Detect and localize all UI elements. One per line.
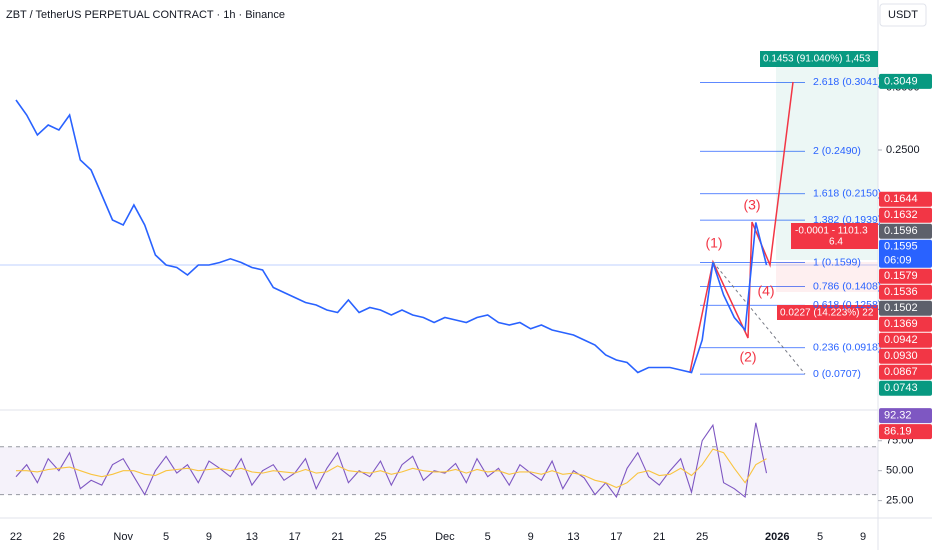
currency-button[interactable] xyxy=(879,3,927,27)
price-tag xyxy=(879,191,932,207)
series-line xyxy=(15,99,768,374)
y-tick-label: 25.00 xyxy=(886,495,914,507)
fib-label: 0.236 (0.0918) xyxy=(813,342,881,354)
x-tick-label: 13 xyxy=(246,531,258,543)
price-tag xyxy=(879,316,932,332)
loss-zone xyxy=(776,262,878,292)
price-tag-label: 0.0942 xyxy=(884,334,918,346)
entry-label: -0.0001 - 1101.3 xyxy=(795,226,868,237)
price-tag-label: 0.1502 xyxy=(884,302,918,314)
chart-title: ZBT / TetherUS PERPETUAL CONTRACT · 1h ·… xyxy=(6,9,285,21)
x-tick-label: 5 xyxy=(163,531,169,543)
price-tag-label: 0.0930 xyxy=(884,350,918,362)
x-tick-label: 21 xyxy=(332,531,344,543)
wave-label: (4) xyxy=(757,283,774,299)
fib-label: 1 (0.1599) xyxy=(813,256,861,268)
target-label: 0.1453 (91.040%) 1,453 xyxy=(763,54,871,65)
price-tag-label: 0.1595 xyxy=(884,241,918,253)
x-tick-label: 25 xyxy=(696,531,708,543)
price-tag-label: 0.1596 xyxy=(884,225,918,237)
price-tag xyxy=(879,332,932,348)
price-tag-label: 0.3049 xyxy=(884,75,918,87)
x-tick-label: 5 xyxy=(485,531,491,543)
price-tag xyxy=(879,73,932,89)
price-tag-label: 0.1536 xyxy=(884,286,918,298)
price-tag-label: 0.1579 xyxy=(884,270,918,282)
x-tick-label: 9 xyxy=(528,531,534,543)
x-tick-label: 22 xyxy=(10,531,22,543)
x-tick-label: 2026 xyxy=(765,531,789,543)
x-tick-label: Nov xyxy=(113,531,133,543)
price-tag-label: 0.1644 xyxy=(884,193,918,205)
x-tick-label: 9 xyxy=(860,531,866,543)
series-line xyxy=(15,422,768,499)
fib-label: 1.618 (0.2150) xyxy=(813,188,881,200)
x-tick-label: 13 xyxy=(567,531,579,543)
price-tag xyxy=(879,380,932,396)
entry-box xyxy=(791,223,878,249)
wave-label: (3) xyxy=(743,197,760,213)
y-tick-label: 0.2500 xyxy=(886,144,920,156)
x-tick-label: 26 xyxy=(53,531,65,543)
x-tick-label: 21 xyxy=(653,531,665,543)
currency[interactable]: USDT xyxy=(888,9,918,21)
target-box xyxy=(760,51,878,67)
fib-label: 2 (0.2490) xyxy=(813,145,861,157)
price-tag xyxy=(879,364,932,380)
wave-label: (1) xyxy=(705,235,722,251)
entry-label: 6.4 xyxy=(829,237,843,248)
series-line xyxy=(16,448,767,489)
price-tag xyxy=(879,300,932,316)
fib-label: 2.618 (0.3041) xyxy=(813,76,881,88)
x-tick-label: Dec xyxy=(435,531,455,543)
price-tag xyxy=(879,207,932,223)
fib-label: 0.786 (0.1408) xyxy=(813,280,881,292)
price-tag xyxy=(879,408,932,424)
x-tick-label: 5 xyxy=(817,531,823,543)
price-tag xyxy=(879,268,932,284)
price-tag xyxy=(879,348,932,364)
stop-label: 0.0227 (14.223%) 22 xyxy=(780,308,874,319)
fib-label: 1.382 (0.1939) xyxy=(813,214,881,226)
x-tick-label: 17 xyxy=(610,531,622,543)
price-tag xyxy=(879,424,932,440)
price-tag xyxy=(879,284,932,300)
price-tag-label: 0.0743 xyxy=(884,382,918,394)
x-tick-label: 9 xyxy=(206,531,212,543)
price-tag-label: 0.1369 xyxy=(884,318,918,330)
stop-box xyxy=(777,305,878,320)
wave-label: (2) xyxy=(739,349,756,365)
price-tag xyxy=(879,239,932,268)
price-tag-label: 86.19 xyxy=(884,426,912,438)
price-tag-label: 92.32 xyxy=(884,410,912,422)
fib-label: 0 (0.0707) xyxy=(813,368,861,380)
price-tag-sublabel: 06:09 xyxy=(884,255,912,267)
x-tick-label: 17 xyxy=(289,531,301,543)
y-tick-label: 50.00 xyxy=(886,465,914,477)
price-tag-label: 0.0867 xyxy=(884,366,918,378)
x-tick-label: 25 xyxy=(374,531,386,543)
price-tag xyxy=(879,223,932,239)
channel-line xyxy=(712,261,806,375)
price-tag-label: 0.1632 xyxy=(884,209,918,221)
fib-label: 0.618 (0.1258) xyxy=(813,299,881,311)
